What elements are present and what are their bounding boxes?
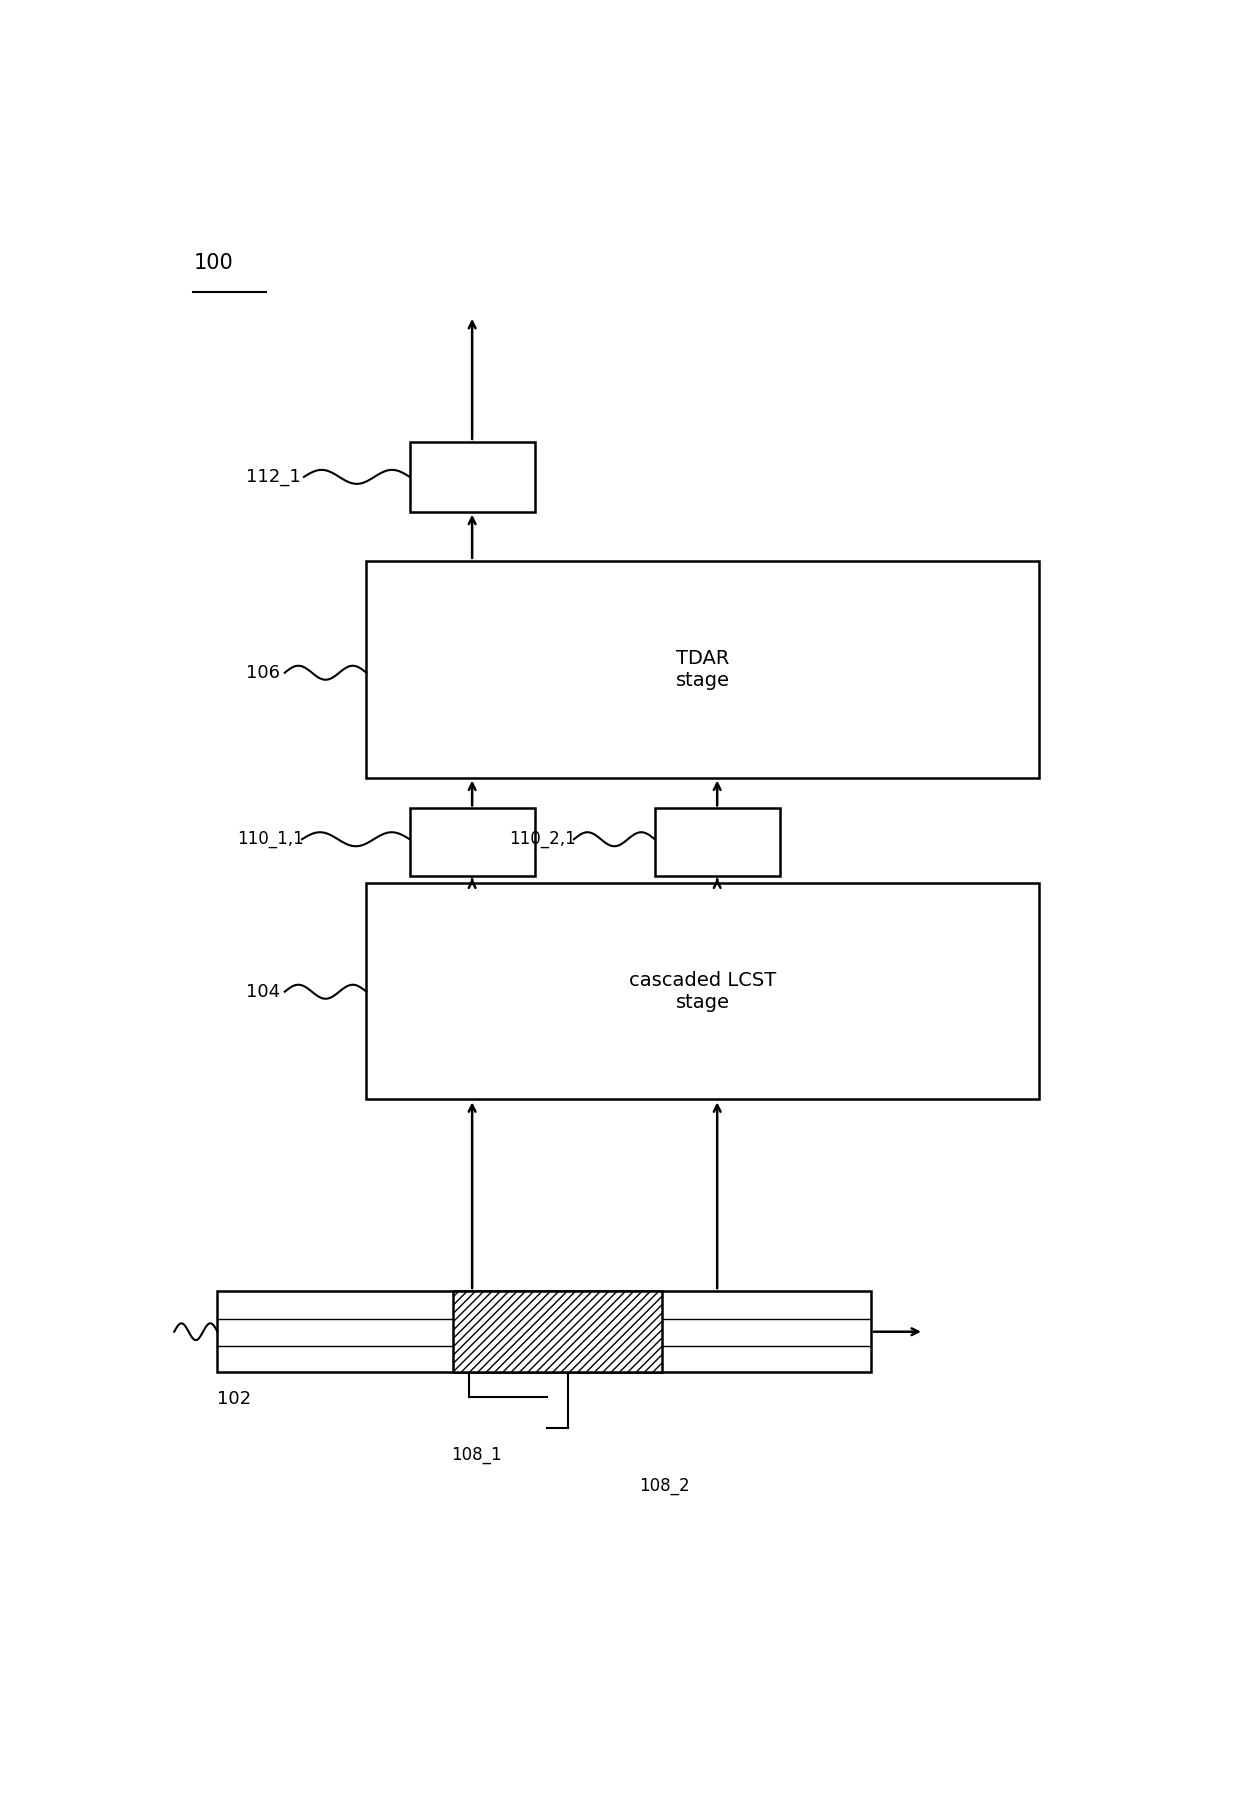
Text: 110_2,1: 110_2,1 (508, 830, 575, 849)
Bar (453, 1292, 662, 1372)
Text: TDAR
stage: TDAR stage (676, 649, 730, 690)
Text: Fig. 1: Fig. 1 (965, 965, 1018, 983)
Bar (453, 1292, 662, 1372)
Bar (367, 561, 1039, 778)
Text: 112_1: 112_1 (247, 467, 301, 485)
Text: 108_2: 108_2 (639, 1477, 689, 1495)
Text: 108_1: 108_1 (451, 1446, 502, 1465)
Bar (655, 809, 780, 876)
Bar (409, 442, 534, 512)
Text: 106: 106 (247, 663, 280, 681)
Bar (367, 883, 1039, 1099)
Bar (217, 1292, 870, 1372)
Text: 110_1,1: 110_1,1 (237, 830, 304, 849)
Text: 100: 100 (193, 253, 233, 273)
Bar (409, 809, 534, 876)
Text: 102: 102 (217, 1390, 252, 1408)
Text: 104: 104 (247, 983, 280, 1001)
Text: cascaded LCST
stage: cascaded LCST stage (629, 970, 776, 1012)
